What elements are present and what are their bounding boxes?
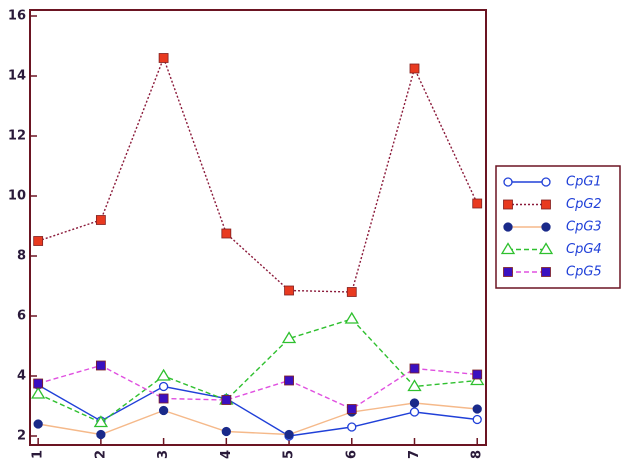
legend-marker [503,222,513,232]
x-tick-label: 3 [156,450,171,459]
marker [472,369,483,380]
marker [346,404,357,414]
marker [284,285,294,296]
marker [95,360,106,371]
marker [470,373,485,386]
marker [33,419,43,429]
legend-label: CpG1 [566,175,602,190]
legend-label: CpG4 [566,242,602,257]
marker [409,398,420,408]
legend-marker [503,177,513,187]
legend-marker [538,242,554,255]
marker [156,368,171,381]
legend-label: CpG3 [566,220,602,235]
marker [472,414,482,425]
marker [281,331,297,344]
legend-label: CpG5 [566,265,602,280]
marker [409,63,420,74]
y-tick-label: 4 [17,369,26,384]
x-tick-label: 4 [219,450,234,459]
marker [95,215,106,225]
marker [284,429,294,440]
legend-marker [503,267,513,277]
marker [472,404,482,414]
y-tick-label: 10 [8,189,26,204]
marker [284,375,294,386]
marker [221,426,231,437]
x-tick-label: 7 [407,450,422,459]
marker [409,407,420,417]
marker [33,236,44,246]
marker [346,287,357,297]
marker [344,311,359,324]
legend-marker [503,199,513,210]
x-tick-label: 8 [470,450,485,459]
x-tick-label: 6 [344,450,359,459]
marker [96,429,106,440]
marker [221,395,232,405]
series-line [37,55,478,293]
marker [158,393,169,404]
marker [407,379,422,392]
x-tick-label: 2 [93,450,108,459]
legend-marker [500,242,516,255]
plot-frame [29,9,487,446]
legend-marker [541,267,551,277]
marker [158,381,169,392]
marker [158,53,169,63]
series-line [38,402,478,436]
y-tick-label: 8 [17,249,26,264]
legend-label: CpG2 [566,197,602,212]
x-tick-label: 5 [282,450,297,459]
y-tick-label: 14 [8,69,26,84]
series-line [37,364,478,410]
marker [158,405,169,416]
marker [409,363,420,374]
y-tick-label: 2 [17,429,26,444]
marker [33,378,44,389]
y-tick-label: 12 [8,129,26,144]
y-tick-label: 6 [17,309,26,324]
marker [31,386,46,399]
legend-marker [541,199,551,210]
marker [93,415,109,428]
marker [472,198,483,209]
marker [221,228,232,239]
y-tick-label: 16 [8,9,26,24]
legend-marker [541,222,551,232]
marker [347,422,357,432]
legend: CpG1 CpG2 CpG3 CpG4 CpG5 [495,165,621,289]
x-tick-label: 1 [31,450,46,459]
legend-marker [541,177,551,187]
